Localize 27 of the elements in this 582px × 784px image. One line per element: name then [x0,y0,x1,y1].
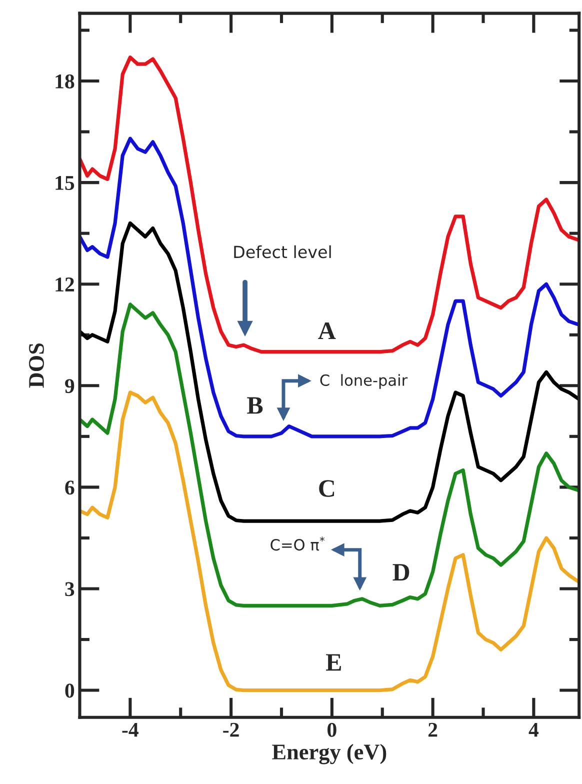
x-tick-label: 0 [328,722,336,737]
line-series [80,221,580,523]
line-series [80,302,580,608]
y-tick-label: 0 [65,684,74,698]
x-tick-label: -2 [223,722,239,737]
annotation: C=O π$^{*}$ [270,536,325,551]
y-axis-title: DOS [29,343,44,388]
y-tick-label: 9 [65,379,74,394]
line-series [80,56,580,354]
annotation: A [318,322,336,339]
x-tick-label: -4 [122,722,138,737]
annotation: D [392,564,410,581]
annotation: C [319,480,334,497]
annotation: C lone-pair [320,374,408,389]
annotation: B [247,397,263,414]
x-tick-label: 4 [528,722,539,737]
x-axis-title: Energy (eV) [272,744,386,764]
annotation: E [326,654,341,671]
line-series [80,390,580,692]
line-series [80,136,580,438]
y-tick-label: 15 [56,176,74,190]
annotation: Defect level [234,245,331,258]
y-tick-label: 12 [56,278,74,292]
y-tick-label: 6 [65,480,74,495]
y-tick-label: 18 [56,74,74,88]
x-tick-label: 2 [428,722,438,737]
y-tick-label: 3 [65,582,74,596]
